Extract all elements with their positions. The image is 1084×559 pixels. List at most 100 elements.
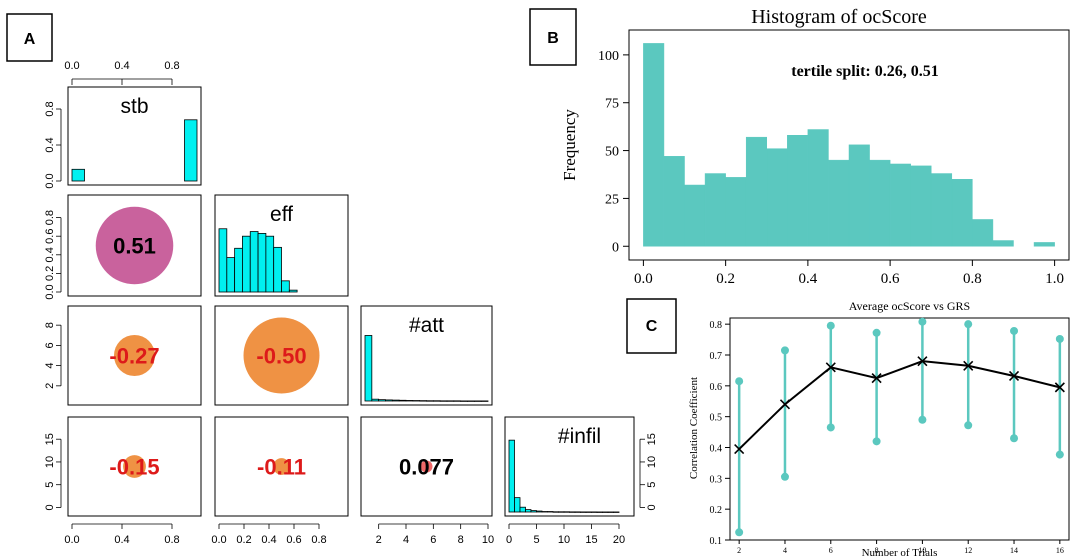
- lineplot-x-tick-label: 14: [1010, 546, 1018, 555]
- pairs-bottom-axis-label: 4: [403, 534, 409, 546]
- histogram-y-tick-label: 0: [612, 240, 619, 255]
- pairs-hist-bar-infil: [541, 511, 548, 513]
- lineplot-title: Average ocScore vs GRS: [849, 299, 970, 313]
- histogram-bar: [745, 136, 768, 247]
- pairs-variable-label: #infil: [558, 425, 601, 448]
- histogram-x-tick-label: 0.8: [963, 271, 982, 287]
- lineplot-y-tick-label: 0.6: [710, 382, 723, 393]
- pairs-cell-frame: [214, 305, 349, 406]
- pairs-hist-bar-att: [467, 400, 475, 402]
- pairs-hist-bar-att: [446, 400, 455, 402]
- pairs-left-axis-label: 8: [44, 322, 56, 328]
- pairs-hist-bar-eff: [226, 257, 236, 293]
- histogram-bar: [972, 219, 994, 247]
- lineplot-lower-point: [1010, 434, 1019, 443]
- pairs-bottom-axis-label: 20: [613, 534, 625, 546]
- lineplot-x-tick-label: 10: [918, 546, 926, 555]
- pairs-hist-bar-infil: [508, 439, 515, 513]
- pairs-cell-frame: [67, 194, 202, 297]
- pairs-hist-bar-att: [412, 400, 421, 402]
- lineplot-upper-point: [780, 346, 789, 355]
- histogram-y-tick-label: 75: [605, 97, 619, 112]
- pairs-left-axis-label: 0.4: [44, 247, 56, 262]
- lineplot-lower-point: [735, 528, 744, 537]
- pairs-hist-bar-eff: [249, 231, 259, 293]
- pairs-left-axis-label: 0.8: [44, 101, 56, 116]
- lineplot-mean-marker-stroke: [1008, 370, 1020, 382]
- pairs-bottom-axis-label: 2: [376, 534, 382, 546]
- pairs-right-axis-label: 0: [646, 504, 658, 510]
- histogram-bar: [910, 165, 932, 247]
- lineplot-mean-marker-stroke: [963, 360, 974, 371]
- lineplot-upper-point: [964, 320, 973, 329]
- histogram-bar: [787, 135, 809, 247]
- pairs-hist-bar-infil: [547, 511, 554, 513]
- lineplot-y-tick-label: 0.3: [710, 474, 723, 485]
- pairs-left-axis-label: 0.0: [44, 284, 56, 299]
- lineplot-mean-marker-stroke: [1054, 382, 1065, 393]
- pairs-hist-bar-infil: [602, 511, 609, 513]
- pairs-right-axis-label: 10: [646, 456, 658, 468]
- lineplot-upper-point: [872, 328, 881, 337]
- histogram-bar: [828, 159, 850, 247]
- pairs-right-axis-label: 5: [646, 482, 658, 488]
- pairs-hist-bar-att: [385, 399, 393, 402]
- pairs-hist-bar-att: [378, 399, 386, 402]
- lineplot-x-tick-label: 4: [783, 546, 787, 555]
- pairs-bottom-axis-label: 0.2: [236, 534, 251, 546]
- lineplot-x-tick-label: 16: [1056, 546, 1064, 555]
- lineplot-mean-marker-stroke: [734, 443, 745, 455]
- pairs-left-axis-label: 4: [44, 363, 56, 369]
- lineplot-mean-marker: [1054, 382, 1065, 393]
- lineplot-y-label: Correlation Coefficient: [688, 377, 700, 479]
- lineplot-mean-marker: [825, 362, 836, 373]
- pairs-bottom-axis-label: 0.0: [64, 534, 79, 546]
- pairs-bottom-axis-label: 6: [430, 534, 436, 546]
- pairs-hist-bar-infil: [613, 511, 620, 513]
- correlation-value: 0.077: [399, 455, 454, 480]
- lineplot-x-tick-label: 2: [737, 546, 741, 555]
- histogram-x-tick-label: 0.0: [634, 271, 653, 287]
- pairs-cell-frame: [360, 305, 493, 406]
- histogram-y-tick-label: 100: [598, 49, 619, 64]
- pairs-bottom-axis-label: 0: [506, 534, 512, 546]
- lineplot-mean-marker: [1008, 370, 1020, 382]
- histogram-bar: [725, 177, 747, 247]
- pairs-hist-bar-att: [473, 400, 482, 402]
- histogram-bar: [684, 184, 706, 247]
- histogram-bar: [704, 173, 726, 247]
- pairs-hist-bar-infil: [514, 497, 521, 513]
- correlation-value: -0.50: [256, 344, 306, 369]
- lineplot-lower-point: [826, 423, 835, 432]
- pairs-cell-frame: [214, 416, 349, 517]
- lineplot-mean-marker: [917, 356, 928, 367]
- pairs-hist-bar-eff: [288, 289, 298, 293]
- lineplot-y-tick-label: 0.7: [710, 351, 723, 362]
- pairs-hist-bar-att: [405, 400, 414, 402]
- lineplot-x-tick-label: 8: [875, 546, 879, 555]
- lineplot-x-tick-label: 6: [829, 546, 833, 555]
- panel-label-a-text: A: [24, 31, 36, 48]
- histogram-panel: Histogram of ocScore tertile split: 0.26,…: [560, 6, 1070, 287]
- pairs-hist-bar-infil: [536, 510, 543, 513]
- lineplot-mean-marker-stroke: [871, 373, 882, 384]
- correlation-circle: [243, 317, 320, 394]
- pairs-left-axis-label: 15: [44, 433, 56, 445]
- pairs-bottom-axis-label: 10: [482, 534, 494, 546]
- pairs-cell-frame: [360, 416, 493, 517]
- pairs-right-axis-label: 15: [646, 433, 658, 445]
- pairs-bottom-axis-label: 0.4: [114, 534, 129, 546]
- pairs-hist-bar-att: [439, 400, 448, 402]
- histogram-y-tick-label: 25: [605, 192, 619, 207]
- pairs-top-axis-label: 0.4: [114, 60, 129, 72]
- pairs-left-axis-label: 0.6: [44, 229, 56, 244]
- pairs-hist-bar-att: [453, 400, 462, 402]
- pairs-cell-frame: [67, 86, 202, 186]
- histogram-bar: [1033, 242, 1055, 247]
- correlation-circle: [95, 206, 174, 285]
- lineplot-frame: [729, 317, 1070, 541]
- histogram-bar: [643, 43, 665, 247]
- histogram-title: Histogram of ocScore: [751, 6, 927, 28]
- panel-label-a: A: [6, 13, 53, 62]
- pairs-plot: stb eff #att #infil 0.51 -0.27 -0.50 -0.15 -0.11…: [44, 60, 658, 546]
